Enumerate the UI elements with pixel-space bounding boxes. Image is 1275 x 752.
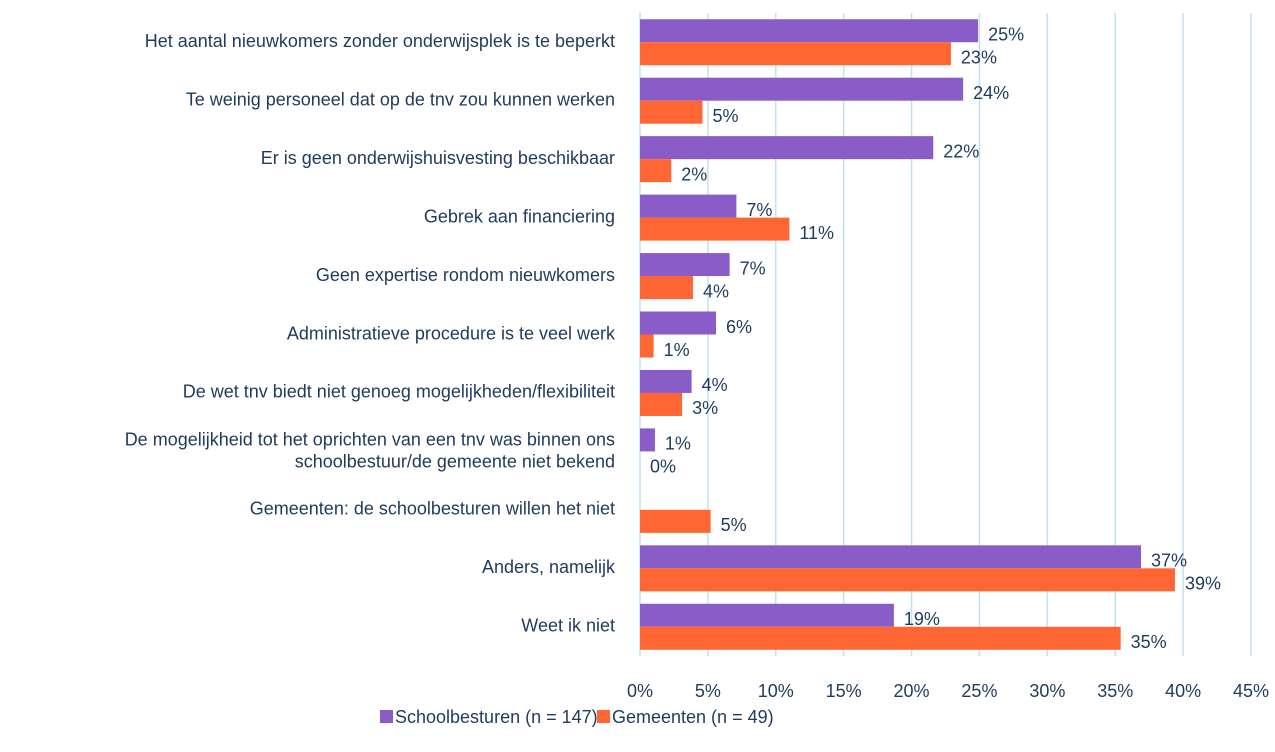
x-tick-label: 25%: [961, 681, 997, 701]
bar: [640, 311, 717, 335]
bar: [640, 509, 711, 533]
bar: [640, 276, 693, 300]
category-label: Gemeenten: de schoolbesturen willen het …: [250, 499, 615, 519]
data-label: 3%: [692, 398, 718, 418]
x-tick-label: 20%: [894, 681, 930, 701]
x-tick-label: 35%: [1097, 681, 1133, 701]
bar: [640, 100, 703, 124]
category-label: Administratieve procedure is te veel wer…: [287, 323, 616, 343]
data-label: 4%: [703, 281, 729, 301]
legend-label: Schoolbesturen (n = 147): [395, 707, 598, 727]
bar: [640, 77, 964, 101]
data-label: 37%: [1151, 551, 1187, 571]
category-label: De wet tnv biedt niet genoeg mogelijkhed…: [183, 382, 615, 402]
category-label: Anders, namelijk: [482, 557, 616, 577]
x-tick-label: 45%: [1233, 681, 1269, 701]
x-tick-label: 15%: [826, 681, 862, 701]
x-tick-label: 40%: [1165, 681, 1201, 701]
data-label: 4%: [702, 375, 728, 395]
data-label: 35%: [1131, 632, 1167, 652]
data-label: 5%: [721, 515, 747, 535]
category-label: Er is geen onderwijshuisvesting beschikb…: [261, 148, 615, 168]
data-label: 11%: [799, 223, 834, 243]
data-label: 7%: [740, 258, 766, 278]
data-label: 39%: [1185, 574, 1221, 594]
bar: [640, 626, 1121, 650]
legend-swatch: [597, 710, 610, 723]
category-label: Gebrek aan financiering: [424, 206, 615, 226]
data-label: 1%: [664, 340, 690, 360]
data-label: 19%: [904, 609, 940, 629]
data-label: 0%: [650, 457, 676, 477]
bar: [640, 19, 979, 43]
data-label: 23%: [961, 47, 997, 67]
category-label: Weet ik niet: [521, 616, 615, 636]
x-tick-label: 5%: [695, 681, 721, 701]
category-label: Te weinig personeel dat op de tnv zou ku…: [186, 89, 615, 109]
legend-swatch: [380, 710, 393, 723]
bar: [640, 392, 683, 416]
bar: [640, 159, 672, 183]
data-label: 2%: [681, 164, 707, 184]
bar: [640, 369, 692, 393]
data-label: 1%: [665, 434, 691, 454]
data-label: 25%: [988, 24, 1024, 44]
category-label: Het aantal nieuwkomers zonder onderwijsp…: [145, 31, 615, 51]
bar: [640, 42, 951, 66]
category-label: Geen expertise rondom nieuwkomers: [316, 265, 615, 285]
data-label: 7%: [746, 200, 772, 220]
bar: [640, 136, 934, 160]
bar: [640, 334, 654, 358]
data-label: 22%: [943, 141, 979, 161]
x-tick-label: 10%: [758, 681, 794, 701]
bar: [640, 428, 655, 452]
x-tick-label: 0%: [627, 681, 653, 701]
bar: [640, 217, 790, 241]
bar: [640, 253, 730, 277]
data-label: 5%: [712, 106, 738, 126]
bar: [640, 545, 1142, 569]
bar: [640, 568, 1175, 592]
bar: [640, 603, 894, 627]
category-label: De mogelijkheid tot het oprichten van ee…: [125, 429, 615, 471]
x-tick-label: 30%: [1029, 681, 1065, 701]
data-label: 24%: [973, 83, 1009, 103]
bar: [640, 194, 737, 218]
data-label: 6%: [726, 317, 752, 337]
legend-label: Gemeenten (n = 49): [612, 707, 774, 727]
